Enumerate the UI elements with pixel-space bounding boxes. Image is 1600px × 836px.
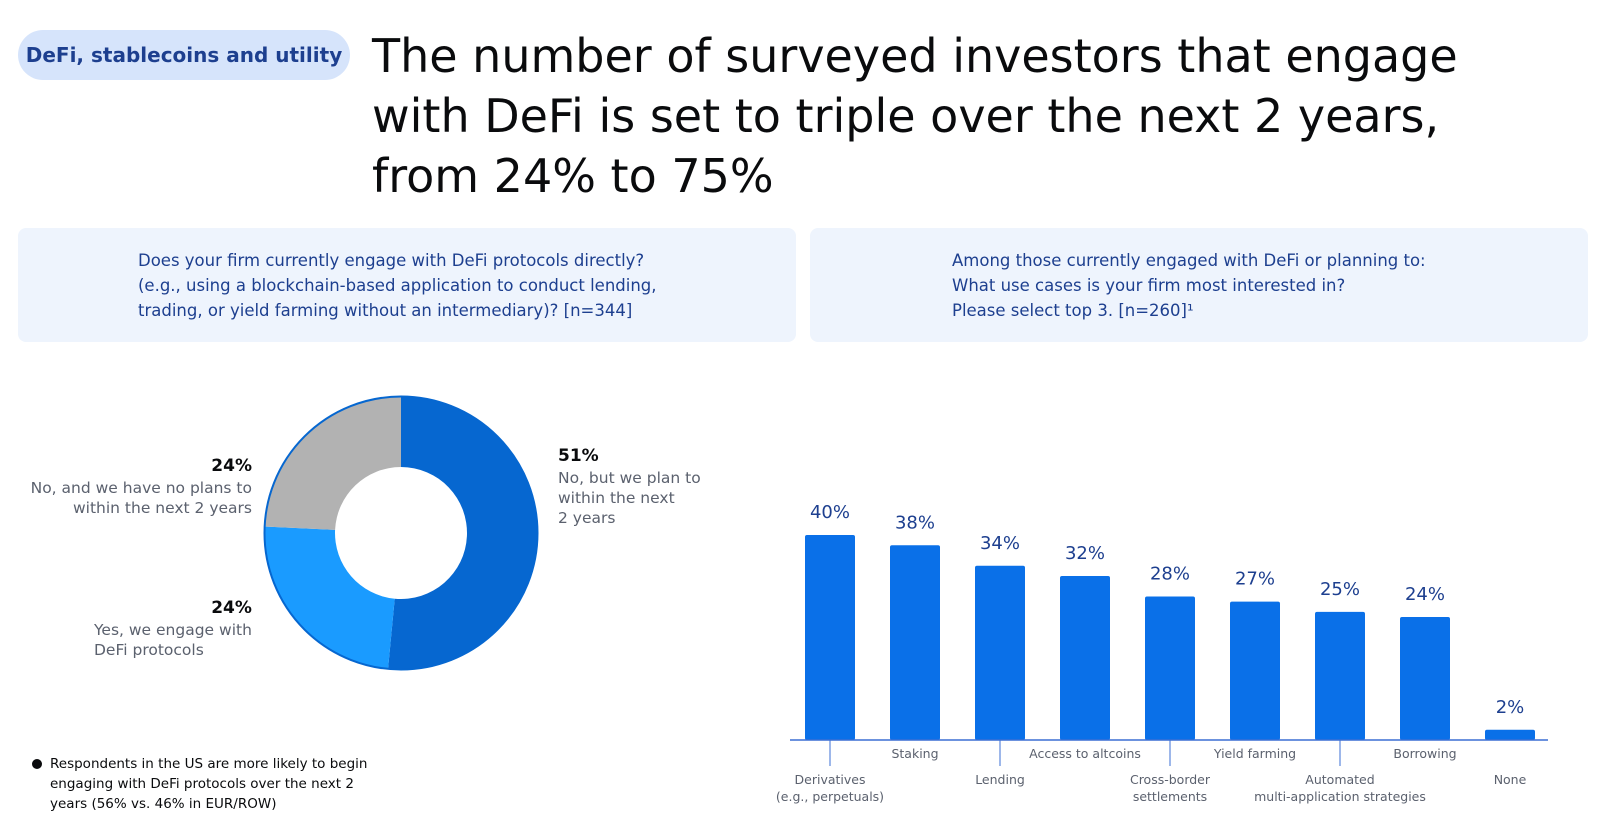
headline-line-2: with DeFi is set to triple over the next… — [372, 89, 1440, 143]
bar-value-label: 28% — [1150, 564, 1190, 585]
footnote-text: Respondents in the US are more likely to… — [50, 756, 368, 812]
section-tag: DeFi, stablecoins and utility — [18, 30, 350, 80]
question-box-use-cases: Among those currently engaged with DeFi … — [810, 228, 1588, 342]
x-tick-label: Access to altcoins — [1029, 746, 1141, 761]
bar-value-label: 2% — [1496, 697, 1525, 718]
donut-label-pct: 24% — [211, 456, 252, 476]
bar-value-label: 38% — [895, 512, 935, 533]
x-tick-label: None — [1494, 772, 1527, 787]
bullet-dot — [32, 759, 42, 769]
headline-line-3: from 24% to 75% — [372, 149, 774, 203]
bar — [890, 545, 940, 740]
x-tick-label: Derivatives — [795, 772, 866, 787]
donut-label-line: within the next 2 years — [72, 499, 252, 517]
x-tick-label: multi-application strategies — [1254, 789, 1426, 804]
donut-label-pct: 24% — [211, 598, 252, 618]
question-line: (e.g., using a blockchain-based applicat… — [138, 276, 657, 295]
donut-label-line: DeFi protocols — [94, 641, 204, 659]
x-tick-label: Staking — [891, 746, 938, 761]
bar — [975, 565, 1025, 740]
bar — [1145, 596, 1195, 740]
bar — [1230, 601, 1280, 740]
question-line: trading, or yield farming without an int… — [138, 301, 633, 320]
x-tick-label: Lending — [975, 772, 1025, 787]
donut-label-line: No, and we have no plans to — [30, 479, 252, 497]
question-line: Please select top 3. [n=260]¹ — [952, 301, 1194, 320]
donut-label-line: 2 years — [558, 509, 616, 527]
bar — [1400, 617, 1450, 740]
bar-value-label: 25% — [1320, 579, 1360, 600]
x-tick-label: settlements — [1133, 789, 1207, 804]
bar — [805, 535, 855, 740]
question-line: Does your firm currently engage with DeF… — [138, 251, 645, 270]
x-tick-label: Yield farming — [1213, 746, 1296, 761]
bar-value-label: 40% — [810, 502, 850, 523]
donut-label-engaged: 24% Yes, we engage with DeFi protocols — [94, 598, 252, 660]
bar-value-label: 24% — [1405, 584, 1445, 605]
donut-label-line: No, but we plan to — [558, 469, 701, 487]
donut-label-no-plans: 24% No, and we have no plans to within t… — [31, 456, 252, 518]
bar-value-label: 27% — [1235, 569, 1275, 590]
donut-label-line: within the next — [558, 489, 675, 507]
donut-label-line: Yes, we engage with — [94, 621, 252, 639]
headline-line-1: The number of surveyed investors that en… — [372, 29, 1458, 83]
donut-slice-2 — [264, 396, 401, 530]
bar-value-label: 34% — [980, 533, 1020, 554]
x-tick-label: Automated — [1305, 772, 1374, 787]
donut-slice-0 — [387, 396, 539, 670]
footnote: Respondents in the US are more likely to… — [32, 754, 370, 814]
donut-label-plan: 51% No, but we plan to within the next 2… — [558, 446, 701, 528]
bar-value-label: 32% — [1065, 543, 1105, 564]
headline: The number of surveyed investors that en… — [372, 26, 1572, 206]
question-line: What use cases is your firm most interes… — [952, 276, 1346, 295]
x-tick-label: Borrowing — [1393, 746, 1456, 761]
x-tick-label: Cross-border — [1130, 772, 1211, 787]
donut-chart — [263, 395, 539, 671]
bar — [1060, 576, 1110, 740]
bar — [1315, 611, 1365, 740]
donut-outline — [263, 395, 539, 671]
question-line: Among those currently engaged with DeFi … — [952, 251, 1426, 270]
x-tick-label: (e.g., perpetuals) — [776, 789, 884, 804]
donut-slice-1 — [264, 526, 395, 670]
donut-label-pct: 51% — [558, 446, 599, 466]
bar — [1485, 729, 1535, 740]
question-box-engagement: Does your firm currently engage with DeF… — [18, 228, 796, 342]
